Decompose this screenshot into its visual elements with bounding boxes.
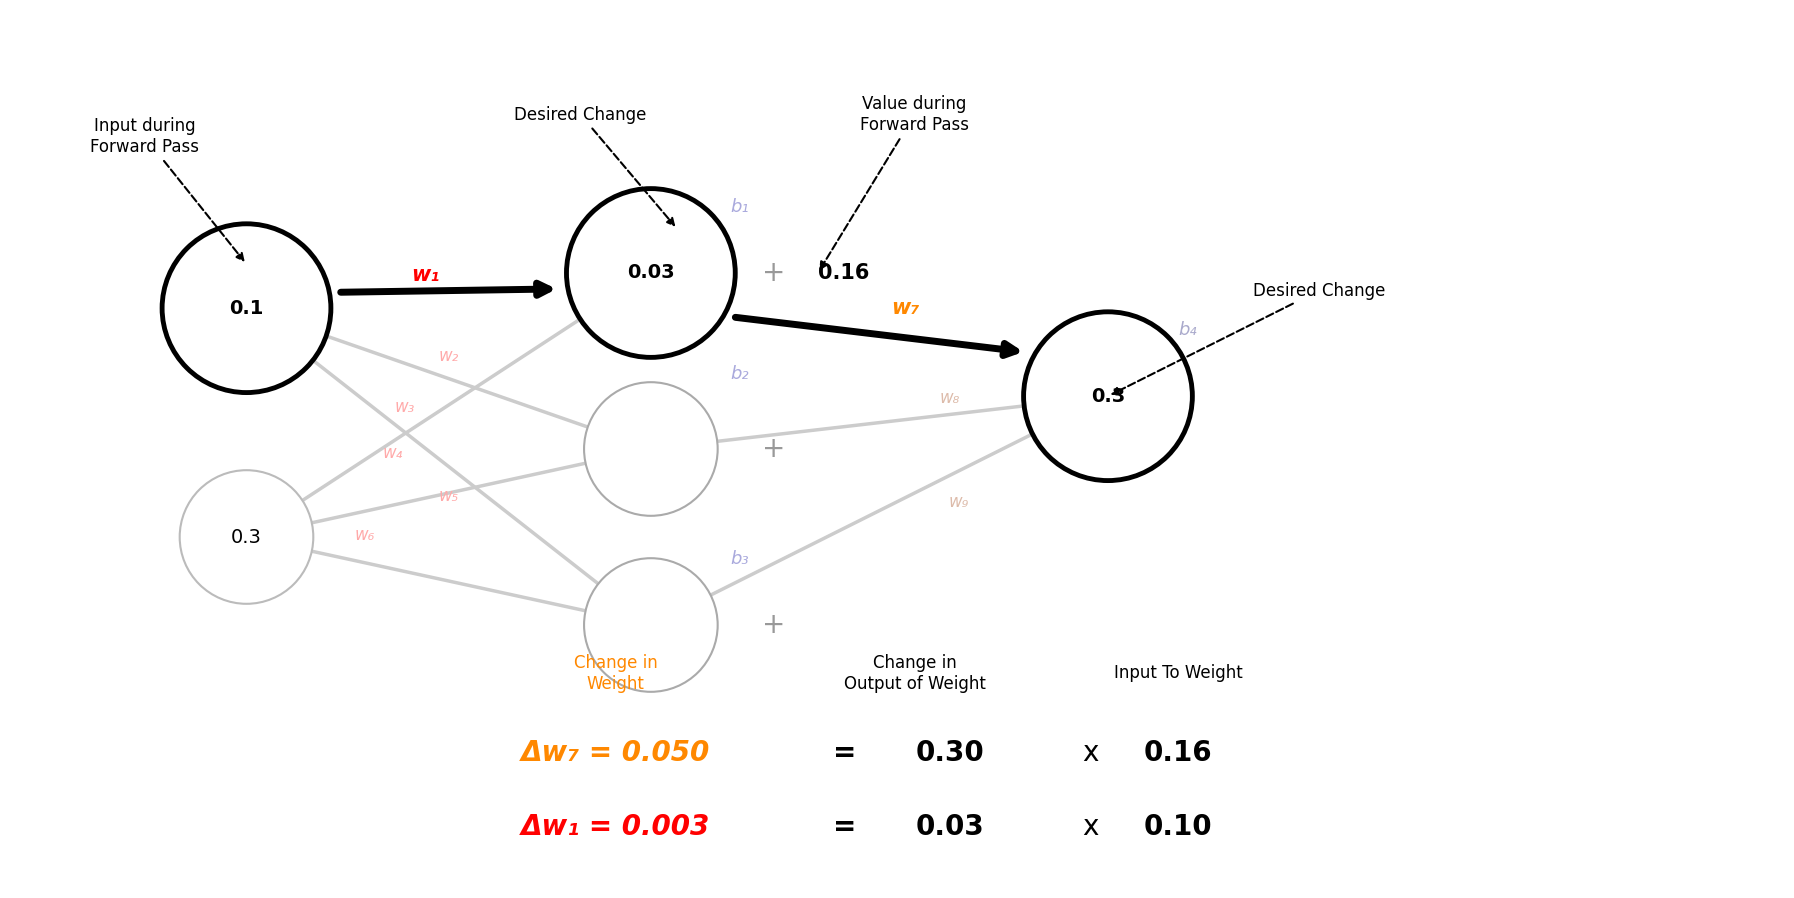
Text: +: + bbox=[762, 435, 786, 463]
Text: w₂: w₂ bbox=[438, 347, 459, 365]
Ellipse shape bbox=[585, 383, 718, 515]
Text: w₄: w₄ bbox=[382, 444, 402, 462]
Text: w₃: w₃ bbox=[395, 398, 414, 416]
Text: 0.10: 0.10 bbox=[1145, 814, 1213, 841]
Text: w₈: w₈ bbox=[940, 389, 960, 407]
Text: w₉: w₉ bbox=[949, 493, 969, 511]
Text: w₆: w₆ bbox=[353, 526, 375, 544]
Text: =: = bbox=[832, 739, 856, 767]
Ellipse shape bbox=[179, 471, 314, 603]
Text: 0.30: 0.30 bbox=[915, 739, 985, 767]
Text: Δw₁ = 0.003: Δw₁ = 0.003 bbox=[520, 814, 710, 841]
Text: Value during
Forward Pass: Value during Forward Pass bbox=[820, 95, 969, 269]
Text: w₅: w₅ bbox=[438, 487, 459, 505]
Text: Desired Change: Desired Change bbox=[515, 106, 675, 225]
Text: x: x bbox=[1082, 739, 1098, 767]
Text: Input To Weight: Input To Weight bbox=[1114, 665, 1243, 682]
Ellipse shape bbox=[161, 224, 330, 392]
Ellipse shape bbox=[585, 559, 718, 691]
Text: 0.1: 0.1 bbox=[230, 299, 264, 318]
Text: +: + bbox=[762, 611, 786, 639]
Text: =: = bbox=[832, 814, 856, 841]
Text: Δw₇ = 0.050: Δw₇ = 0.050 bbox=[520, 739, 710, 767]
Text: 0.16: 0.16 bbox=[818, 263, 870, 283]
Text: 0.3: 0.3 bbox=[1091, 387, 1125, 406]
Text: Desired Change: Desired Change bbox=[1112, 282, 1385, 394]
Text: b₃: b₃ bbox=[730, 550, 748, 568]
Text: Change in
Output of Weight: Change in Output of Weight bbox=[843, 654, 985, 693]
Text: w₇: w₇ bbox=[892, 298, 920, 318]
Text: 0.3: 0.3 bbox=[231, 527, 262, 547]
Text: x: x bbox=[1082, 814, 1098, 841]
Text: Change in
Weight: Change in Weight bbox=[574, 654, 658, 693]
Text: 0.16: 0.16 bbox=[1145, 739, 1213, 767]
Text: +: + bbox=[762, 259, 786, 287]
Text: w₁: w₁ bbox=[411, 265, 440, 285]
Ellipse shape bbox=[567, 189, 736, 357]
Text: Input during
Forward Pass: Input during Forward Pass bbox=[90, 117, 244, 260]
Text: 0.03: 0.03 bbox=[915, 814, 985, 841]
Text: 0.03: 0.03 bbox=[628, 263, 675, 283]
Text: b₁: b₁ bbox=[730, 198, 748, 216]
Text: b₄: b₄ bbox=[1179, 321, 1197, 339]
Ellipse shape bbox=[1024, 312, 1193, 480]
Text: b₂: b₂ bbox=[730, 365, 748, 383]
